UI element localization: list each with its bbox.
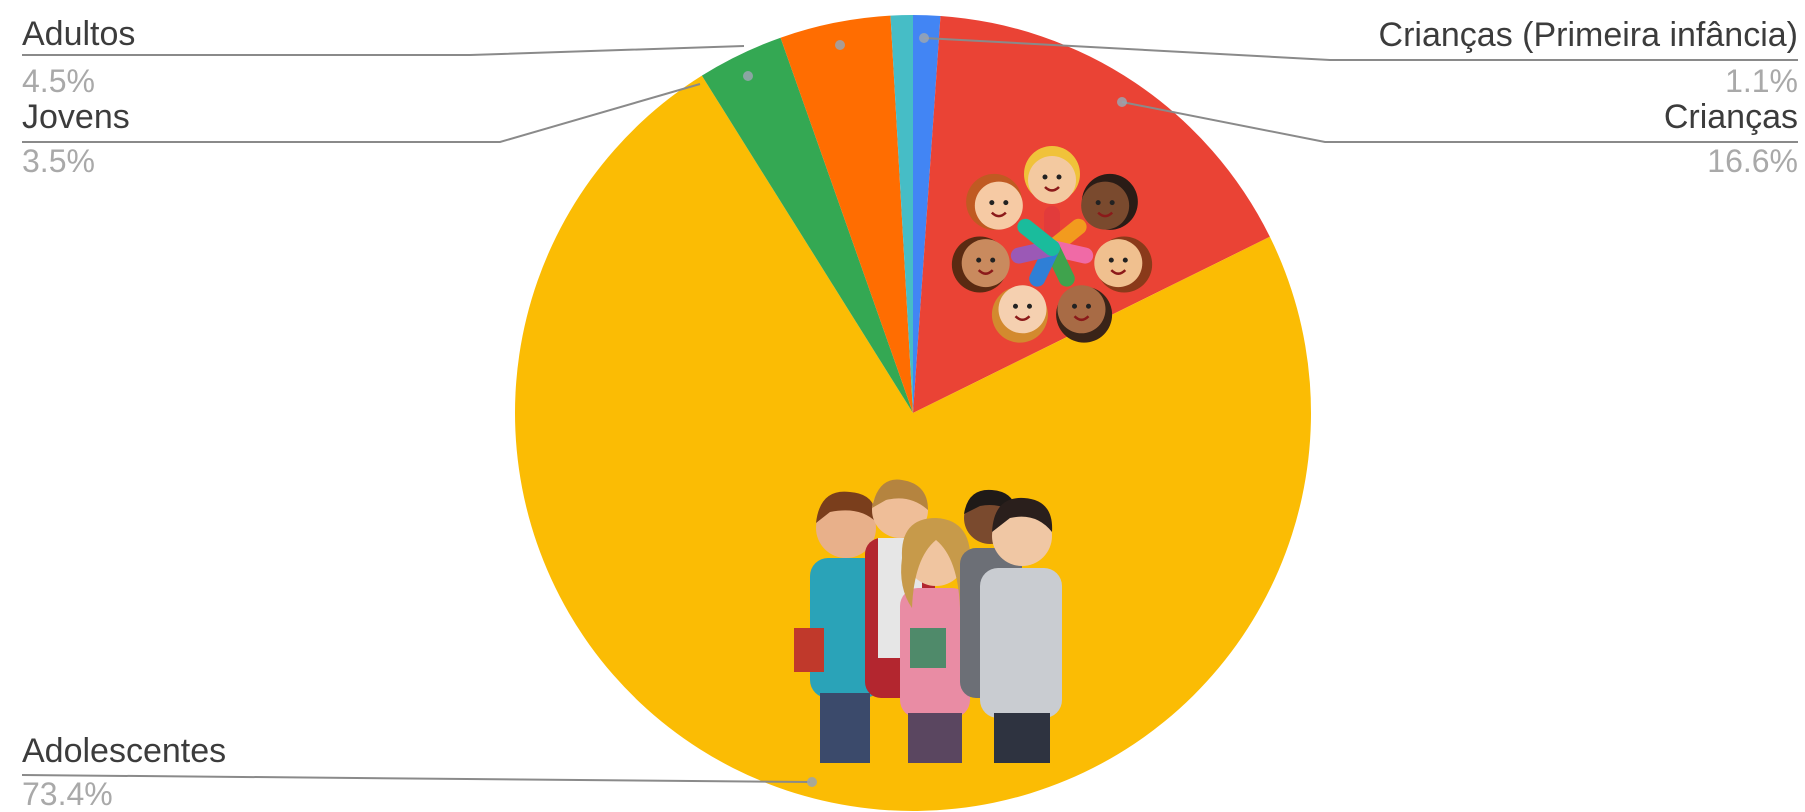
- slice-value-label: 16.6%: [1707, 143, 1798, 179]
- pie-slice: [890, 15, 913, 413]
- leader-line: [22, 83, 701, 143]
- slice-value-label: 73.4%: [22, 776, 113, 812]
- teenagers-group-illustration: [794, 479, 1062, 763]
- leader-dot: [807, 777, 817, 787]
- slice-label: Adolescentes: [22, 732, 226, 770]
- pie-slice: [701, 37, 913, 414]
- slice-label: Crianças (Primeira infância): [1379, 16, 1798, 54]
- leader-dot: [919, 33, 929, 43]
- label-group: Crianças 16.6%: [1117, 97, 1798, 179]
- slice-value-label: 1.1%: [1725, 63, 1798, 99]
- leader-dot: [743, 71, 753, 81]
- label-group: Jovens 3.5%: [22, 71, 753, 179]
- slice-value-label: 4.5%: [22, 63, 95, 99]
- pie-slice: [780, 15, 913, 414]
- slice-label: Jovens: [22, 98, 130, 136]
- leader-dot: [1117, 97, 1127, 107]
- slice-labels: Adultos 4.5% Jovens 3.5% Adolescentes 73…: [21, 15, 1798, 812]
- slice-value-label: 3.5%: [22, 143, 95, 179]
- leader-line: [21, 774, 811, 783]
- slice-label: Adultos: [22, 15, 135, 53]
- pie-slice: [913, 15, 941, 413]
- children-circle-illustration: [951, 146, 1153, 343]
- leader-line: [923, 37, 1798, 61]
- leader-dot: [835, 40, 845, 50]
- label-group: Crianças (Primeira infância) 1.1%: [919, 16, 1798, 99]
- leader-line: [1121, 101, 1798, 143]
- leader-line: [22, 45, 745, 56]
- label-group: Adolescentes 73.4%: [21, 732, 817, 812]
- pie-slice: [515, 75, 1311, 812]
- label-group: Adultos 4.5%: [22, 15, 845, 99]
- slice-label: Crianças: [1664, 98, 1798, 136]
